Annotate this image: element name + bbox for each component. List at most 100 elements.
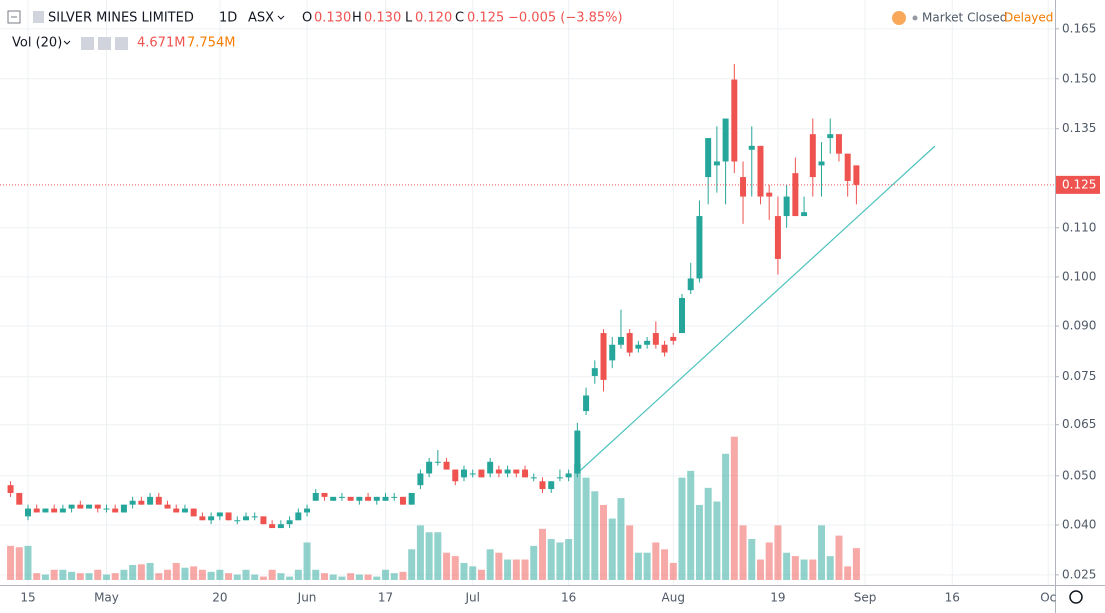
candle-body bbox=[574, 430, 581, 474]
volume-bar bbox=[495, 552, 503, 580]
change-value: −0.005 (−3.85%) bbox=[508, 11, 623, 26]
volume-bar bbox=[33, 573, 41, 580]
candle-body bbox=[722, 118, 729, 162]
candle-body bbox=[173, 508, 180, 513]
exchange[interactable]: ASX bbox=[248, 11, 274, 26]
volume-bar bbox=[59, 569, 67, 580]
volume-bar bbox=[155, 573, 163, 580]
volume-bar bbox=[774, 525, 782, 580]
interval[interactable]: 1D bbox=[219, 11, 237, 26]
volume-bar bbox=[626, 525, 634, 580]
candle-body bbox=[452, 469, 459, 482]
candle-body bbox=[356, 496, 363, 501]
volume-bar bbox=[347, 573, 355, 580]
settings-button[interactable] bbox=[98, 37, 111, 50]
volume-bar bbox=[382, 569, 390, 580]
candle-body bbox=[443, 461, 450, 470]
candle-body bbox=[705, 138, 712, 178]
candle-body bbox=[687, 278, 694, 291]
volume-bar bbox=[687, 470, 695, 580]
volume-bar bbox=[129, 564, 137, 580]
volume-bar bbox=[312, 569, 320, 580]
volume-bar bbox=[852, 548, 860, 580]
candle-body bbox=[731, 79, 738, 162]
volume-bar bbox=[652, 542, 660, 580]
volume-bar bbox=[233, 574, 241, 580]
x-tick-label: Oc bbox=[1040, 591, 1056, 605]
volume-pane bbox=[7, 436, 860, 580]
volume-ma-value: 7.754M bbox=[187, 36, 235, 51]
candle-body bbox=[713, 161, 720, 166]
volume-bar bbox=[364, 574, 372, 580]
candle-body bbox=[86, 504, 93, 509]
candle-body bbox=[347, 496, 354, 501]
status-icon[interactable] bbox=[892, 11, 906, 25]
remove-button[interactable] bbox=[115, 37, 128, 50]
candle-body bbox=[147, 496, 154, 505]
candle-body bbox=[487, 461, 494, 474]
candle-body bbox=[530, 477, 537, 479]
volume-bar bbox=[50, 569, 58, 580]
trend-line[interactable] bbox=[576, 145, 936, 474]
candle-body bbox=[59, 508, 66, 513]
volume-bar bbox=[460, 562, 468, 580]
volume-bar bbox=[416, 525, 424, 580]
axes: 0.165 0.150 0.135 0.110 0.100 0.090 0.075 0.065… bbox=[20, 21, 1100, 605]
candle-body bbox=[7, 485, 14, 493]
price-label-box bbox=[1056, 175, 1100, 194]
candle-body bbox=[835, 134, 842, 154]
volume-label[interactable]: Vol (20) bbox=[12, 36, 62, 51]
x-tick-label: 15 bbox=[20, 591, 35, 605]
candle-body bbox=[164, 504, 171, 509]
volume-bar bbox=[207, 571, 215, 580]
volume-bar bbox=[477, 569, 485, 580]
candle-body bbox=[304, 508, 311, 513]
volume-bar bbox=[538, 528, 546, 580]
x-tick-label: 17 bbox=[378, 591, 393, 605]
volume-bar bbox=[809, 559, 817, 580]
volume-bar bbox=[24, 545, 32, 580]
visibility-button[interactable] bbox=[81, 37, 94, 50]
candle-body bbox=[243, 516, 249, 521]
volume-bar bbox=[704, 487, 712, 580]
volume-bar bbox=[329, 574, 337, 580]
volume-bar bbox=[76, 573, 84, 580]
candle-body bbox=[774, 216, 781, 259]
volume-bar bbox=[198, 569, 206, 580]
volume-bar bbox=[661, 549, 669, 580]
candle-body bbox=[68, 504, 75, 509]
candle-body bbox=[818, 161, 825, 166]
candle-body bbox=[548, 481, 555, 490]
candle-body bbox=[16, 492, 23, 505]
candle-body bbox=[522, 469, 529, 478]
candle-body bbox=[565, 473, 572, 478]
candle-body bbox=[644, 340, 651, 345]
volume-value: 4.671M bbox=[137, 36, 185, 51]
volume-bar bbox=[41, 574, 49, 580]
volume-bar bbox=[190, 566, 198, 580]
dropdown-icon[interactable] bbox=[63, 40, 71, 45]
volume-bar bbox=[390, 573, 398, 580]
x-tick-label: 20 bbox=[212, 591, 227, 605]
candle-body bbox=[373, 496, 380, 501]
dropdown-icon[interactable] bbox=[277, 15, 285, 20]
open-value: 0.130 bbox=[314, 11, 351, 26]
volume-bar bbox=[451, 556, 459, 580]
candle-body bbox=[434, 461, 441, 463]
candle-body bbox=[338, 496, 345, 498]
candle-body bbox=[103, 508, 110, 510]
volume-bar bbox=[111, 573, 119, 580]
settings-icon[interactable] bbox=[1069, 590, 1083, 604]
volume-bar bbox=[251, 574, 259, 580]
volume-bar bbox=[695, 504, 703, 580]
volume-bar bbox=[486, 549, 494, 580]
candle-body bbox=[679, 297, 685, 334]
symbol-name[interactable]: SILVER MINES LIMITED bbox=[48, 11, 194, 26]
x-tick-label: Sep bbox=[854, 591, 877, 605]
collapse-button[interactable] bbox=[7, 10, 21, 24]
volume-bar bbox=[259, 576, 267, 580]
volume-bar bbox=[286, 576, 294, 580]
y-tick-label: 0.075 bbox=[1062, 369, 1096, 383]
y-tick-label: 0.025 bbox=[1062, 567, 1096, 581]
candle-body bbox=[853, 165, 860, 185]
